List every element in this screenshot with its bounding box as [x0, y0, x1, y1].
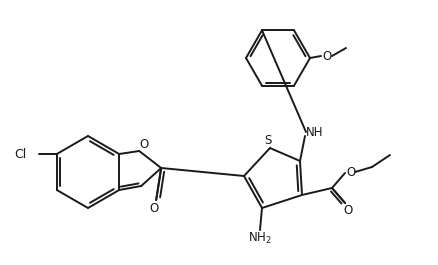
Text: O: O: [322, 50, 332, 63]
Text: O: O: [346, 166, 356, 179]
Text: Cl: Cl: [14, 148, 27, 161]
Text: O: O: [343, 204, 353, 217]
Text: NH$_2$: NH$_2$: [248, 231, 272, 246]
Text: O: O: [149, 202, 159, 215]
Text: O: O: [140, 139, 149, 152]
Text: NH: NH: [306, 126, 324, 139]
Text: S: S: [264, 135, 272, 148]
